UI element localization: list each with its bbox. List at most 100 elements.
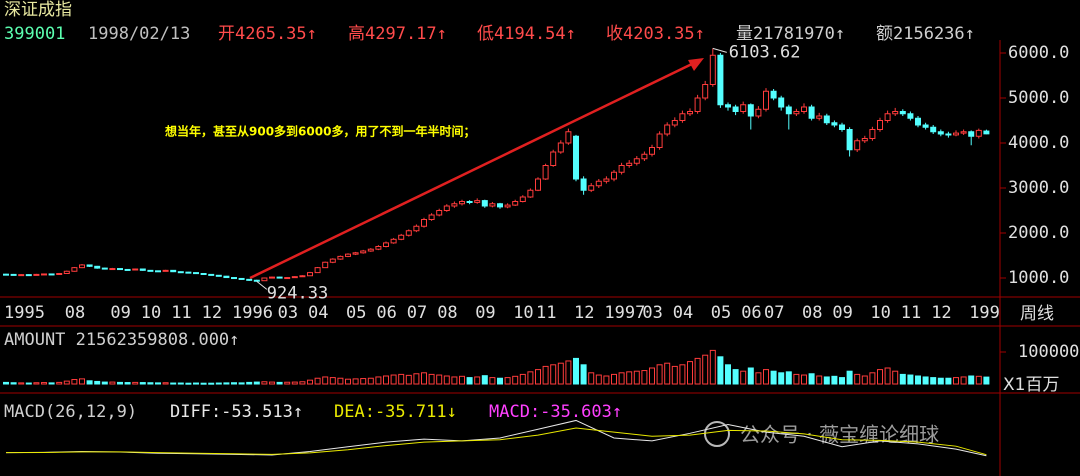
volume-bar xyxy=(86,380,93,385)
candle-body xyxy=(915,117,921,126)
volume-bar xyxy=(702,354,709,385)
candle-body xyxy=(86,264,93,267)
candle-body xyxy=(747,104,754,117)
candle-body xyxy=(899,111,906,115)
candle-body xyxy=(56,273,63,276)
candle-body xyxy=(337,255,344,260)
candle-body xyxy=(132,268,139,271)
volume-bar xyxy=(968,375,975,385)
volume-bar xyxy=(907,374,914,385)
x-tick-label: 07 xyxy=(407,303,427,323)
volume-unit: X1百万 xyxy=(1003,375,1059,395)
candle-body xyxy=(329,258,336,263)
volume-bar xyxy=(177,382,184,385)
candle-body xyxy=(740,104,747,113)
high-label: 6103.62 xyxy=(729,42,801,62)
x-tick-label: 11 xyxy=(901,303,921,323)
volume-bar xyxy=(124,382,131,385)
volume-bar xyxy=(489,377,496,385)
volume-bar xyxy=(664,362,671,385)
x-tick-label: 199 xyxy=(969,303,1000,323)
candle-body xyxy=(656,133,663,149)
volume-bar xyxy=(816,375,823,385)
candle-body xyxy=(117,268,123,271)
volume-bar xyxy=(953,377,959,385)
volume-bar xyxy=(785,371,792,385)
candle-body xyxy=(763,90,769,110)
candle-body xyxy=(238,277,245,280)
y-tick-label: 4000.0 xyxy=(1008,133,1069,153)
x-tick-label: 06 xyxy=(376,303,396,323)
volume-bar xyxy=(299,381,306,385)
volume-bar xyxy=(246,381,253,385)
candle-body xyxy=(360,250,367,254)
candle-body xyxy=(459,201,465,205)
candle-body xyxy=(246,278,253,281)
volume-bar xyxy=(314,377,321,385)
candle-body xyxy=(725,104,731,108)
candle-body xyxy=(177,271,184,274)
candle-body xyxy=(48,273,55,276)
candle-body xyxy=(565,131,572,144)
candle-body xyxy=(276,276,283,279)
y-tick-label: 100000 xyxy=(1018,342,1079,362)
volume-bar xyxy=(139,382,146,385)
volume-bar xyxy=(542,365,549,385)
candle-body xyxy=(436,210,443,216)
volume-bar xyxy=(899,373,906,385)
volume-bar xyxy=(10,382,17,385)
period-label: 周线 xyxy=(1020,304,1054,324)
volume-bar xyxy=(588,372,595,385)
volume-bar xyxy=(421,372,427,385)
volume-bar xyxy=(155,382,161,385)
volume-bar xyxy=(626,371,633,385)
candle-body xyxy=(200,273,207,276)
volume-bar xyxy=(215,382,222,385)
volume-bar xyxy=(983,376,990,385)
volume-bar xyxy=(261,381,268,385)
volume-bar xyxy=(466,377,473,385)
amount-info: 额2156236↑ xyxy=(876,24,975,44)
candle-body xyxy=(497,203,503,208)
open: 开4265.35↑ xyxy=(218,24,317,44)
candle-body xyxy=(481,200,488,207)
candle-body xyxy=(595,180,602,187)
volume-bar xyxy=(504,377,511,385)
x-tick-label: 04 xyxy=(673,303,693,323)
candle-body xyxy=(687,111,693,115)
volume-bar xyxy=(687,361,693,385)
volume-bar xyxy=(649,367,655,385)
candle-body xyxy=(633,158,640,164)
volume-bar xyxy=(618,372,625,385)
arrow-head xyxy=(688,58,704,71)
annotation: 想当年，甚至从900多到6000多，用了不到一年半时间； xyxy=(164,124,475,139)
candle-body xyxy=(717,54,724,106)
x-tick-label: 08 xyxy=(437,303,457,323)
candle-body xyxy=(253,279,260,282)
volume-bar xyxy=(238,382,245,385)
candle-body xyxy=(778,97,785,108)
volume-title: AMOUNT 21562359808.000↑ xyxy=(4,330,239,350)
volume-bar xyxy=(337,377,344,385)
candle-body xyxy=(611,171,617,180)
volume-bar xyxy=(709,349,716,385)
candle-body xyxy=(261,277,268,282)
volume-bar xyxy=(25,382,32,385)
candle-body xyxy=(291,276,298,279)
candle-body xyxy=(535,178,541,191)
volume-bar xyxy=(839,377,845,385)
volume-bar xyxy=(345,378,351,385)
candle-body xyxy=(542,165,549,180)
candle-body xyxy=(519,196,526,203)
low-label: 924.33 xyxy=(267,283,328,303)
volume-bar xyxy=(801,374,807,385)
title: 深证成指 xyxy=(4,0,72,20)
x-tick-label: 09 xyxy=(110,303,130,323)
watermark-icon xyxy=(704,421,730,447)
volume-bar xyxy=(747,367,754,385)
candle-body xyxy=(223,275,230,279)
candle-body xyxy=(816,115,823,119)
candle-body xyxy=(664,124,671,135)
candle-body xyxy=(79,264,85,269)
x-tick-label: 06 xyxy=(741,303,761,323)
